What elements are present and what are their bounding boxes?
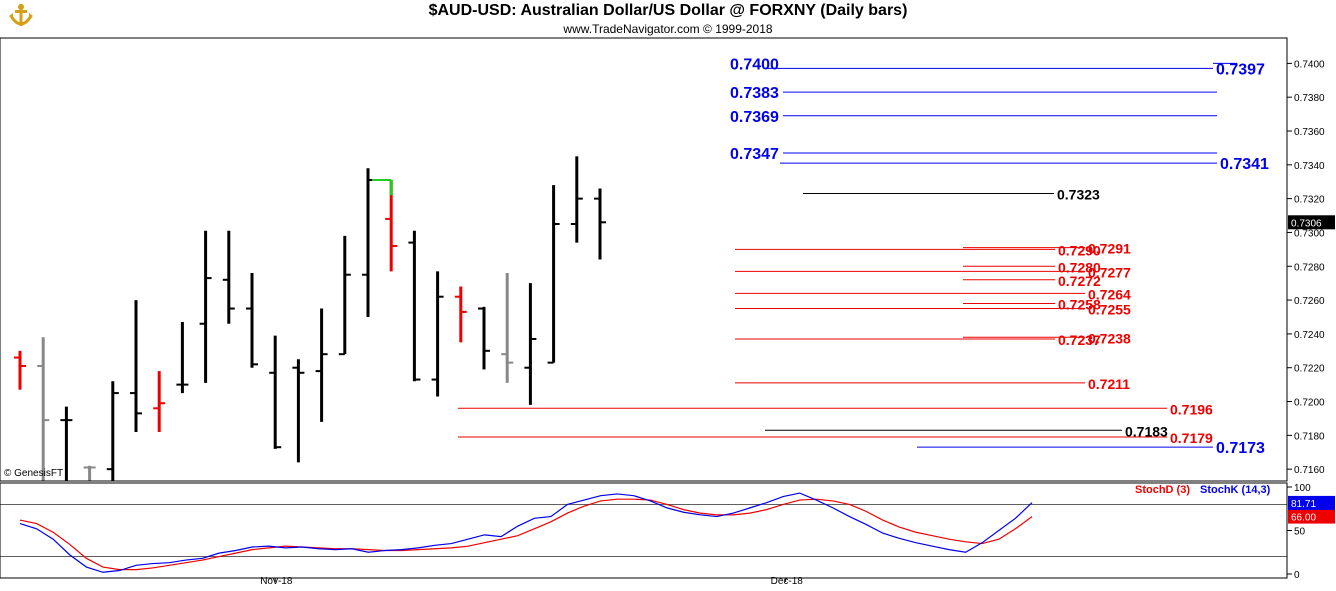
ohlc-bar [362, 168, 374, 317]
stoch-tick-label: 50 [1294, 527, 1306, 538]
ohlc-bar [454, 286, 467, 343]
price-tick-label: 0.7400 [1294, 59, 1325, 70]
price-tick-label: 0.7180 [1294, 431, 1325, 442]
ohlc-bar [292, 359, 305, 463]
stoch-tick-label: 0 [1294, 570, 1300, 581]
level-label: 0.7237 [1058, 332, 1101, 348]
ohlc-bar [315, 308, 328, 422]
price-tick-label: 0.7300 [1294, 228, 1325, 239]
ohlc-bar [222, 230, 235, 324]
stoch-line [19, 498, 1033, 571]
ohlc-bar [570, 156, 583, 243]
price-tick-label: 0.7240 [1294, 330, 1325, 341]
level-label: 0.7323 [1057, 187, 1100, 203]
ohlc-bar [83, 465, 96, 481]
level-label: 0.7290 [1058, 242, 1101, 258]
copyright-label: © GenesisFT [4, 468, 64, 479]
price-tick-label: 0.7360 [1294, 127, 1325, 138]
price-plot-area: 0.7400 0.7397 0.7383 0.7369 0.7347 0.7341 0.73… [14, 56, 1269, 481]
level-label: 0.7291 [1088, 241, 1131, 257]
price-tick-label: 0.7320 [1294, 195, 1325, 206]
trade-navigator-logo-icon [6, 2, 36, 34]
ohlc-bar [130, 300, 142, 432]
ohlc-bar [594, 188, 606, 260]
price-tick-label: 0.7380 [1294, 93, 1325, 104]
ohlc-bar [478, 306, 490, 370]
ohlc-bar [338, 235, 351, 356]
ohlc-bar [199, 230, 212, 383]
stoch-last-label: 66.00 [1291, 513, 1316, 524]
ohlc-bar [269, 335, 282, 449]
ohlc-bar [501, 273, 514, 383]
x-tick-label: Dec-18 [771, 576, 804, 587]
level-label: 0.7400 [730, 56, 779, 73]
price-tick-label: 0.7220 [1294, 364, 1325, 375]
stochastic-plot-area [0, 492, 1287, 573]
level-label: 0.7369 [730, 109, 779, 126]
price-frame [0, 37, 1288, 482]
price-tick-label: 0.7160 [1294, 465, 1325, 476]
level-label: 0.7255 [1088, 302, 1131, 318]
price-tick-label: 0.7280 [1294, 262, 1325, 273]
ohlc-bar [14, 350, 26, 390]
level-label: 0.7183 [1125, 423, 1168, 439]
ohlc-bar [524, 283, 537, 405]
ohlc-bar [37, 337, 50, 481]
level-label: 0.7272 [1058, 273, 1101, 289]
ohlc-bar [106, 381, 119, 481]
axes: 0.7160 0.7180 0.7200 0.7220 0.7240 0.7260 0.72… [0, 37, 1335, 587]
chart-subtitle: www.TradeNavigator.com © 1999-2018 [563, 22, 773, 36]
price-tick-label: 0.7200 [1294, 398, 1325, 409]
x-tick-label: Nov-18 [260, 576, 293, 587]
last-price-label: 0.7306 [1291, 218, 1322, 229]
level-label: 0.7238 [1088, 330, 1131, 346]
level-label: 0.7397 [1216, 61, 1265, 78]
stoch-tick-label: 100 [1294, 483, 1311, 494]
level-label: 0.7179 [1170, 430, 1213, 446]
ohlc-bar [153, 371, 166, 432]
level-label: 0.7383 [730, 85, 779, 102]
level-label: 0.7196 [1170, 401, 1213, 417]
level-label: 0.7341 [1220, 156, 1269, 173]
level-label: 0.7211 [1088, 376, 1130, 392]
stoch-last-box [1288, 509, 1335, 524]
level-label: 0.7264 [1088, 286, 1131, 302]
ohlc-bar [431, 271, 444, 397]
chart-title: $AUD-USD: Australian Dollar/US Dollar @ … [428, 2, 908, 19]
stoch-last-box [1288, 495, 1335, 510]
last-price-box [1288, 215, 1335, 230]
ohlc-bar [408, 230, 421, 382]
ohlc-bar [246, 273, 258, 368]
price-tick-label: 0.7340 [1294, 161, 1325, 172]
level-label: 0.7347 [730, 146, 779, 163]
price-tick-label: 0.7260 [1294, 296, 1325, 307]
ohlc-bar [60, 406, 73, 481]
stoch-line [19, 492, 1033, 573]
level-label: 0.7277 [1088, 264, 1131, 280]
ohlc-bar [176, 322, 189, 394]
stoch-last-label: 81.71 [1291, 499, 1316, 510]
ohlc-bar [547, 185, 560, 364]
stochd-legend: StochD (3) [1135, 484, 1190, 496]
stoch-frame [0, 482, 1288, 579]
level-label: 0.7173 [1216, 440, 1265, 457]
stochk-legend: StochK (14,3) [1200, 484, 1271, 496]
